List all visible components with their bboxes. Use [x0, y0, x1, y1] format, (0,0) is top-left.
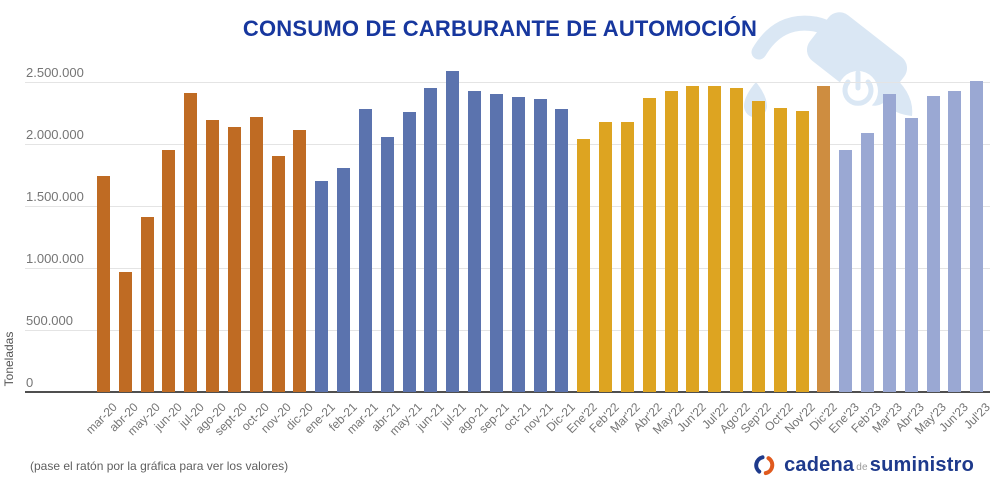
y-tick-label-0: 0: [26, 375, 34, 390]
y-tick-label-1.000.000: 1.000.000: [26, 251, 84, 266]
bar-ene-21[interactable]: [315, 181, 329, 392]
bar-sept-20[interactable]: [227, 126, 241, 392]
hover-hint-note: (pase el ratón por la gráfica para ver l…: [30, 459, 289, 473]
bar-Ene'23[interactable]: [839, 150, 853, 392]
chart-title: CONSUMO DE CARBURANTE DE AUTOMOCIÓN: [242, 16, 758, 41]
y-tick-label-2.000.000: 2.000.000: [26, 127, 84, 142]
y-tick-label-1.500.000: 1.500.000: [26, 189, 84, 204]
bar-oct-20[interactable]: [249, 116, 263, 392]
bar-nov-21[interactable]: [533, 99, 547, 392]
bar-May'23[interactable]: [926, 95, 940, 392]
bar-Jul'22[interactable]: [708, 85, 722, 392]
bar-Mar'22[interactable]: [620, 121, 634, 392]
bar-Jul'23[interactable]: [970, 80, 984, 392]
y-tick-label-500.000: 500.000: [26, 313, 73, 328]
bar-dic-20[interactable]: [293, 130, 307, 392]
logo-word-suministro: suministro: [869, 453, 974, 476]
x-axis-line: [25, 391, 990, 393]
bar-Dic-21[interactable]: [555, 109, 569, 392]
bar-Feb'22[interactable]: [599, 121, 613, 392]
bar-nov-20[interactable]: [271, 156, 285, 392]
bar-ago-21[interactable]: [468, 90, 482, 392]
bar-abr-21[interactable]: [380, 136, 394, 392]
bar-Nov'22[interactable]: [795, 110, 809, 392]
bar-ago-20[interactable]: [206, 120, 220, 392]
bar-Abr'23[interactable]: [904, 117, 918, 392]
bar-Sep'22[interactable]: [751, 100, 765, 392]
bar-mar-21[interactable]: [358, 109, 372, 392]
logo-swirl-icon: [754, 455, 775, 476]
bar-jun-20[interactable]: [162, 150, 176, 392]
logo-wordmark: cadena de suministro: [784, 454, 974, 477]
gridline-1.500.000: [25, 206, 990, 207]
logo-word-cadena: cadena: [784, 453, 855, 476]
cadena-de-suministro-logo[interactable]: cadena de suministro: [753, 453, 974, 477]
bar-jun-21[interactable]: [424, 88, 438, 392]
bar-may-20[interactable]: [140, 217, 154, 392]
bar-May'22[interactable]: [664, 90, 678, 392]
bar-Abr'22[interactable]: [642, 98, 656, 392]
logo-word-de: de: [856, 461, 868, 473]
bar-Dic'22[interactable]: [817, 85, 831, 392]
bar-mar-20[interactable]: [97, 176, 110, 392]
gridline-500.000: [25, 330, 990, 331]
bar-jul-21[interactable]: [446, 70, 460, 392]
bar-Feb'23[interactable]: [861, 132, 875, 392]
bar-abr-20[interactable]: [118, 271, 132, 392]
bar-jul-20[interactable]: [184, 93, 198, 392]
gridline-2.500.000: [25, 82, 990, 83]
bar-oct-21[interactable]: [511, 96, 525, 392]
bar-Jun'22[interactable]: [686, 85, 700, 392]
y-axis-title: Toneladas: [2, 331, 16, 387]
bar-Oct'22[interactable]: [773, 108, 787, 392]
bar-Ago'22[interactable]: [730, 88, 744, 392]
gridline-1.000.000: [25, 268, 990, 269]
bar-feb-21[interactable]: [337, 167, 351, 392]
bar-Jun'23[interactable]: [948, 90, 962, 392]
bar-may-21[interactable]: [402, 111, 416, 392]
gridline-2.000.000: [25, 144, 990, 145]
bar-Ene'22[interactable]: [577, 139, 591, 392]
bar-sep-21[interactable]: [489, 94, 503, 392]
y-tick-label-2.500.000: 2.500.000: [26, 65, 84, 80]
bar-Mar'23[interactable]: [882, 94, 896, 392]
